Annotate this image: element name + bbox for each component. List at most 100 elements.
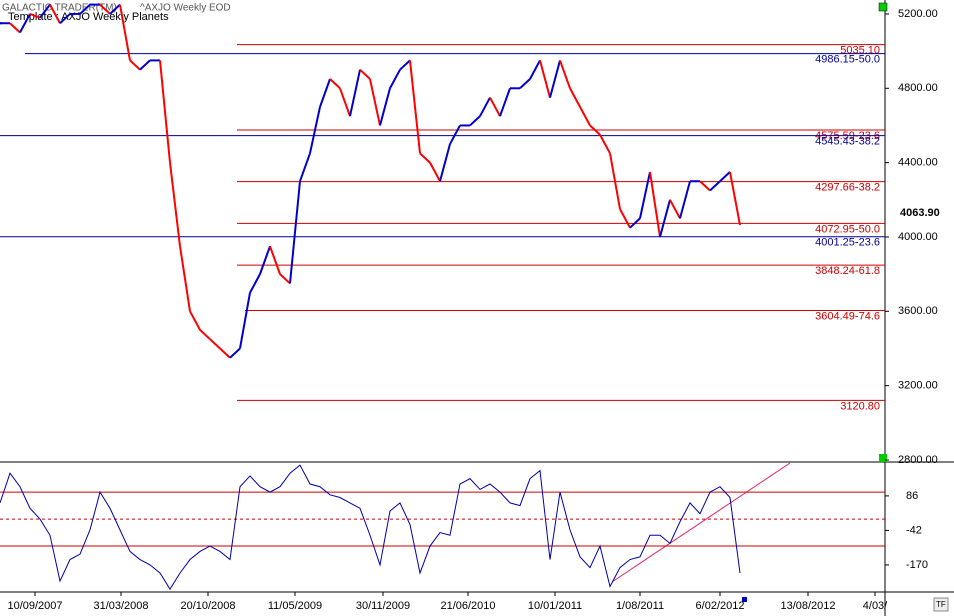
price-bar: [269, 245, 281, 275]
price-bar: [479, 97, 491, 117]
price-bar: [219, 347, 231, 359]
price-bar: [119, 4, 131, 61]
level-label: 4297.66-38.2: [815, 182, 880, 194]
price-bar: [619, 208, 631, 229]
x-tick-label: 11/05/2009: [268, 600, 322, 612]
panel-handle[interactable]: [879, 454, 887, 462]
y-tick-label: 2800.00: [898, 454, 938, 466]
tf-button[interactable]: [933, 597, 949, 612]
y-tick-label: 4800.00: [898, 82, 938, 94]
price-bar: [539, 60, 551, 98]
price-bar: [589, 124, 601, 136]
price-bar: [109, 3, 121, 15]
price-bar: [369, 78, 381, 126]
template-name: Template : AXJO Weekly Planets: [8, 11, 169, 23]
price-bar: [19, 13, 31, 33]
price-bar: [49, 4, 61, 24]
level-label: 4001.25-23.6: [815, 237, 880, 249]
x-tick-label: 21/06/2010: [440, 600, 495, 612]
x-tick-label: 31/03/2008: [93, 600, 148, 612]
x-tick-label: 4/03/: [863, 600, 888, 612]
price-bar: [709, 180, 721, 192]
level-label: 3604.49-74.6: [815, 310, 880, 322]
price-bar: [169, 162, 181, 247]
price-bar: [649, 171, 661, 238]
y-tick-label: 3600.00: [898, 305, 938, 317]
price-bar: [39, 4, 51, 19]
price-bar: [559, 60, 571, 89]
y-tick-label: 86: [906, 490, 918, 502]
y-tick-label: 3200.00: [898, 380, 938, 392]
price-bar: [529, 59, 541, 80]
x-tick-label: 6/02/2012: [696, 600, 745, 612]
price-bar: [499, 87, 511, 117]
price-bar: [629, 217, 641, 229]
price-bar: [449, 124, 461, 145]
price-bar: [469, 115, 481, 127]
price-bar: [309, 106, 321, 154]
price-bar: [99, 3, 111, 15]
x-tick-label: 10/09/2007: [7, 600, 62, 612]
price-bar: [319, 78, 331, 108]
y-tick-label: 4400.00: [898, 157, 938, 169]
price-bar: [279, 273, 291, 285]
y-tick-label: -42: [906, 524, 922, 536]
price-bar: [159, 60, 171, 163]
symbol: ^AXJO Weekly EOD: [140, 3, 231, 14]
x-tick-label: 10/01/2011: [528, 600, 582, 612]
price-bar: [489, 97, 501, 117]
level-label: 3848.24-61.8: [815, 265, 880, 277]
price-bar: [399, 59, 411, 71]
price-bar: [669, 199, 681, 219]
trendline: [611, 462, 791, 583]
x-tick-label: 30/11/2009: [356, 600, 410, 612]
level-label: 4545.43-38.2: [815, 136, 880, 148]
price-bar: [389, 69, 401, 89]
level-label: 3120.80: [840, 400, 880, 412]
tf-label[interactable]: TF: [936, 600, 946, 609]
price-bar: [659, 199, 671, 238]
last-price-label: 4063.90: [900, 207, 940, 219]
y-tick-label: -170: [906, 559, 928, 571]
price-bar: [229, 347, 241, 359]
price-bar: [59, 13, 71, 24]
price-bar: [729, 171, 741, 226]
price-bar: [289, 181, 301, 284]
oscillator-line: [0, 464, 741, 591]
price-bar: [259, 245, 271, 275]
price-bar: [359, 68, 371, 80]
cursor-marker: [742, 597, 747, 602]
price-bar: [379, 88, 391, 126]
price-bar: [349, 69, 361, 117]
price-bar: [569, 87, 581, 108]
price-bar: [79, 3, 91, 15]
price-bar: [299, 152, 311, 182]
price-bar: [329, 78, 341, 90]
price-bar: [209, 338, 221, 350]
price-bar: [579, 106, 591, 126]
level-label: 4072.95-50.0: [815, 223, 880, 235]
price-bar: [719, 171, 731, 182]
panel-handle[interactable]: [878, 2, 888, 12]
price-bar: [409, 60, 421, 154]
price-bar: [549, 60, 561, 98]
price-bar: [599, 134, 611, 154]
price-bar: [639, 171, 651, 219]
y-tick-label: 5200.00: [898, 8, 938, 20]
price-bar: [139, 59, 151, 71]
x-tick-label: 13/08/2012: [780, 600, 835, 612]
x-tick-label: 1/08/2011: [616, 600, 664, 612]
price-bar: [429, 162, 441, 182]
price-bar: [239, 292, 251, 349]
price-bar: [189, 310, 201, 331]
price-bar: [439, 143, 451, 182]
app-name: GALACTIC TRADER(TM): [2, 3, 117, 14]
y-tick-label: 4000.00: [898, 231, 938, 243]
x-tick-label: 20/10/2008: [180, 600, 235, 612]
level-label: 4986.15-50.0: [815, 54, 880, 66]
price-bar: [179, 246, 191, 312]
price-bar: [419, 152, 431, 164]
price-bar: [519, 78, 531, 90]
